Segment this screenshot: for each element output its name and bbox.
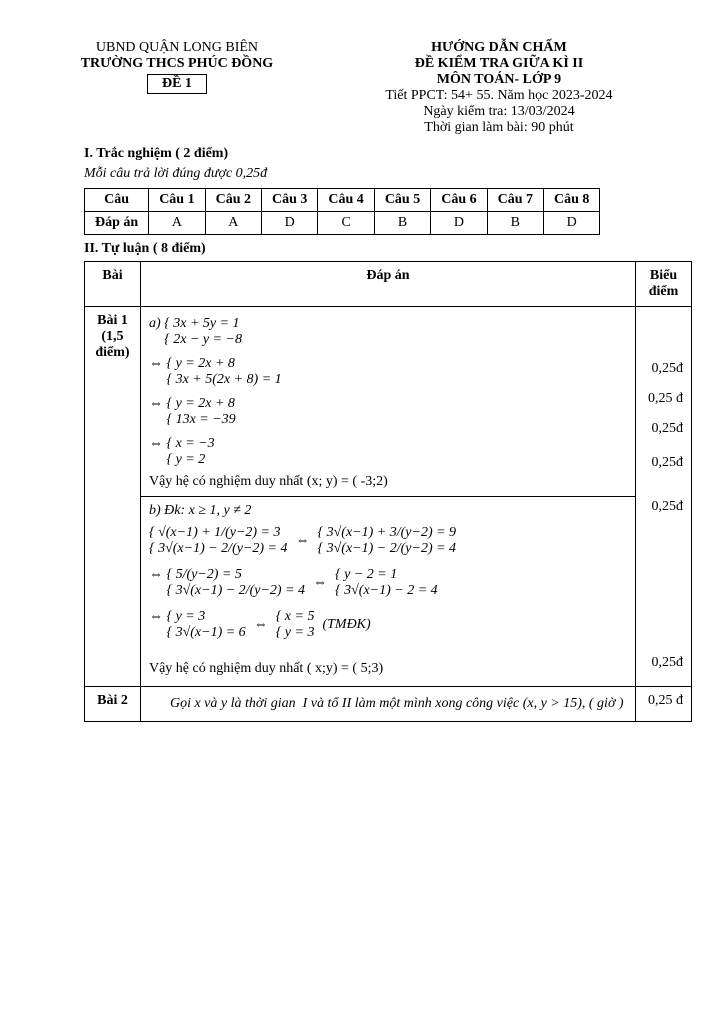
mc-col: Câu 5 (374, 189, 430, 212)
essay-body: a) { 3x + 5y = 1 a) { 2x − y = −8 ⇔ { y … (140, 307, 635, 687)
iff: ⇔ (313, 575, 327, 591)
eq: { y − 2 = 1 (335, 567, 438, 583)
section2-title: II. Tự luận ( 8 điểm) (84, 241, 664, 257)
mc-col: Câu 7 (487, 189, 543, 212)
section1-title: I. Trắc nghiệm ( 2 điểm) (84, 146, 664, 162)
pts: 0,25đ (644, 421, 683, 437)
eq: { y = 3 (276, 625, 315, 641)
eq: { 3√(x−1) + 3/(y−2) = 9 (318, 525, 457, 541)
essay-bai-label: Bài 2 (85, 687, 141, 722)
essay-hdr-dapan: Đáp án (140, 262, 635, 307)
mc-col: Câu 3 (262, 189, 318, 212)
mc-col: Câu 1 (149, 189, 205, 212)
mc-header-dapan: Đáp án (85, 212, 149, 235)
section1-note: Mỗi câu trả lời đúng được 0,25đ (84, 166, 664, 182)
mc-col: Câu 8 (544, 189, 600, 212)
header-right-line2: ĐỀ KIỂM TRA GIỮA KÌ II (334, 56, 664, 72)
eq: { 3√(x−1) = 6 (149, 625, 246, 641)
header-right-block: HƯỚNG DẪN CHẤM ĐỀ KIỂM TRA GIỮA KÌ II MÔ… (334, 40, 664, 136)
essay-hdr-diem: Biểu điểm (636, 262, 692, 307)
header-right-line6: Thời gian làm bài: 90 phút (334, 120, 664, 136)
eq: { 3√(x−1) − 2/(y−2) = 4 (149, 583, 305, 599)
eq: { 3√(x−1) − 2/(y−2) = 4 (149, 541, 288, 557)
pts: 0,25đ (644, 455, 683, 471)
eq: ⇔ { y = 3 (149, 609, 246, 625)
header-right-line5: Ngày kiểm tra: 13/03/2024 (334, 104, 664, 120)
tmdk: (TMĐK) (322, 617, 370, 633)
iff: ⇔ (254, 617, 268, 633)
pts: 0,25đ (644, 655, 683, 671)
table-row: Đáp án A A D C B D B D (85, 212, 600, 235)
eq: { x = 5 (276, 609, 315, 625)
header-right-line1: HƯỚNG DẪN CHẤM (334, 40, 664, 56)
part-b-label: b) Đk: x ≥ 1, y ≠ 2 (149, 503, 627, 519)
essay-points: 0,25 đ (636, 687, 692, 722)
essay-body: Gọi x và y là thời gian I và tổ II làm m… (140, 687, 635, 722)
part-a-label: a) (149, 316, 161, 331)
table-row: Câu Câu 1 Câu 2 Câu 3 Câu 4 Câu 5 Câu 6 … (85, 189, 600, 212)
de-number-box: ĐỀ 1 (147, 74, 207, 94)
header-left-block: UBND QUẬN LONG BIÊN TRƯỜNG THCS PHÚC ĐỒN… (50, 40, 304, 136)
mc-answer: D (431, 212, 487, 235)
header-left-line2: TRƯỜNG THCS PHÚC ĐỒNG (50, 56, 304, 72)
table-row: Bài Đáp án Biểu điểm (85, 262, 692, 307)
header-left-line1: UBND QUẬN LONG BIÊN (50, 40, 304, 56)
essay-bai-label: Bài 1 (1,5 điểm) (85, 307, 141, 687)
mc-col: Câu 2 (205, 189, 261, 212)
part-b-conclusion: Vậy hệ có nghiệm duy nhất ( x;y) = ( 5;3… (149, 661, 627, 677)
multiple-choice-table: Câu Câu 1 Câu 2 Câu 3 Câu 4 Câu 5 Câu 6 … (84, 188, 600, 235)
header-right-line3: MÔN TOÁN- LỚP 9 (334, 72, 664, 88)
pts: 0,25đ (644, 499, 683, 515)
eq: { 13x = −39 (149, 412, 236, 427)
essay-hdr-bai: Bài (85, 262, 141, 307)
eq: ⇔ { y = 2x + 8 (149, 356, 235, 371)
eq: { 3√(x−1) − 2/(y−2) = 4 (318, 541, 457, 557)
eq: { √(x−1) + 1/(y−2) = 3 (149, 525, 288, 541)
mc-answer: D (544, 212, 600, 235)
part-a-conclusion: Vậy hệ có nghiệm duy nhất (x; y) = ( -3;… (149, 474, 627, 490)
mc-answer: A (149, 212, 205, 235)
eq: ⇔ { 5/(y−2) = 5 (149, 567, 305, 583)
mc-col: Câu 6 (431, 189, 487, 212)
mc-answer: B (487, 212, 543, 235)
table-row: Bài 1 (1,5 điểm) a) { 3x + 5y = 1 a) { 2… (85, 307, 692, 687)
eq: ⇔ { x = −3 (149, 436, 215, 451)
mc-header-cau: Câu (85, 189, 149, 212)
essay-points: 0,25đ 0,25 đ 0,25đ 0,25đ 0,25đ 0,25đ (636, 307, 692, 687)
eq: { 3x + 5(2x + 8) = 1 (149, 372, 282, 387)
header-right-line4: Tiết PPCT: 54+ 55. Năm học 2023-2024 (334, 88, 664, 104)
eq: ⇔ { y = 2x + 8 (149, 396, 235, 411)
mc-answer: A (205, 212, 261, 235)
bai2-text: Gọi x và y là thời gian I và tổ II làm m… (149, 696, 627, 712)
pts: 0,25đ (644, 361, 683, 377)
eq: { 2x − y = −8 (164, 332, 242, 347)
mc-answer: D (262, 212, 318, 235)
table-row: Bài 2 Gọi x và y là thời gian I và tổ II… (85, 687, 692, 722)
eq: { y = 2 (149, 452, 205, 467)
bai1-label: Bài 1 (1,5 điểm) (95, 313, 129, 360)
eq: { 3√(x−1) − 2 = 4 (335, 583, 438, 599)
page-header: UBND QUẬN LONG BIÊN TRƯỜNG THCS PHÚC ĐỒN… (50, 40, 664, 136)
pts: 0,25 đ (644, 391, 683, 407)
eq: { 3x + 5y = 1 (164, 316, 239, 331)
iff: ⇔ (296, 533, 310, 549)
mc-answer: B (374, 212, 430, 235)
essay-table: Bài Đáp án Biểu điểm Bài 1 (1,5 điểm) a)… (84, 261, 692, 722)
mc-answer: C (318, 212, 374, 235)
mc-col: Câu 4 (318, 189, 374, 212)
